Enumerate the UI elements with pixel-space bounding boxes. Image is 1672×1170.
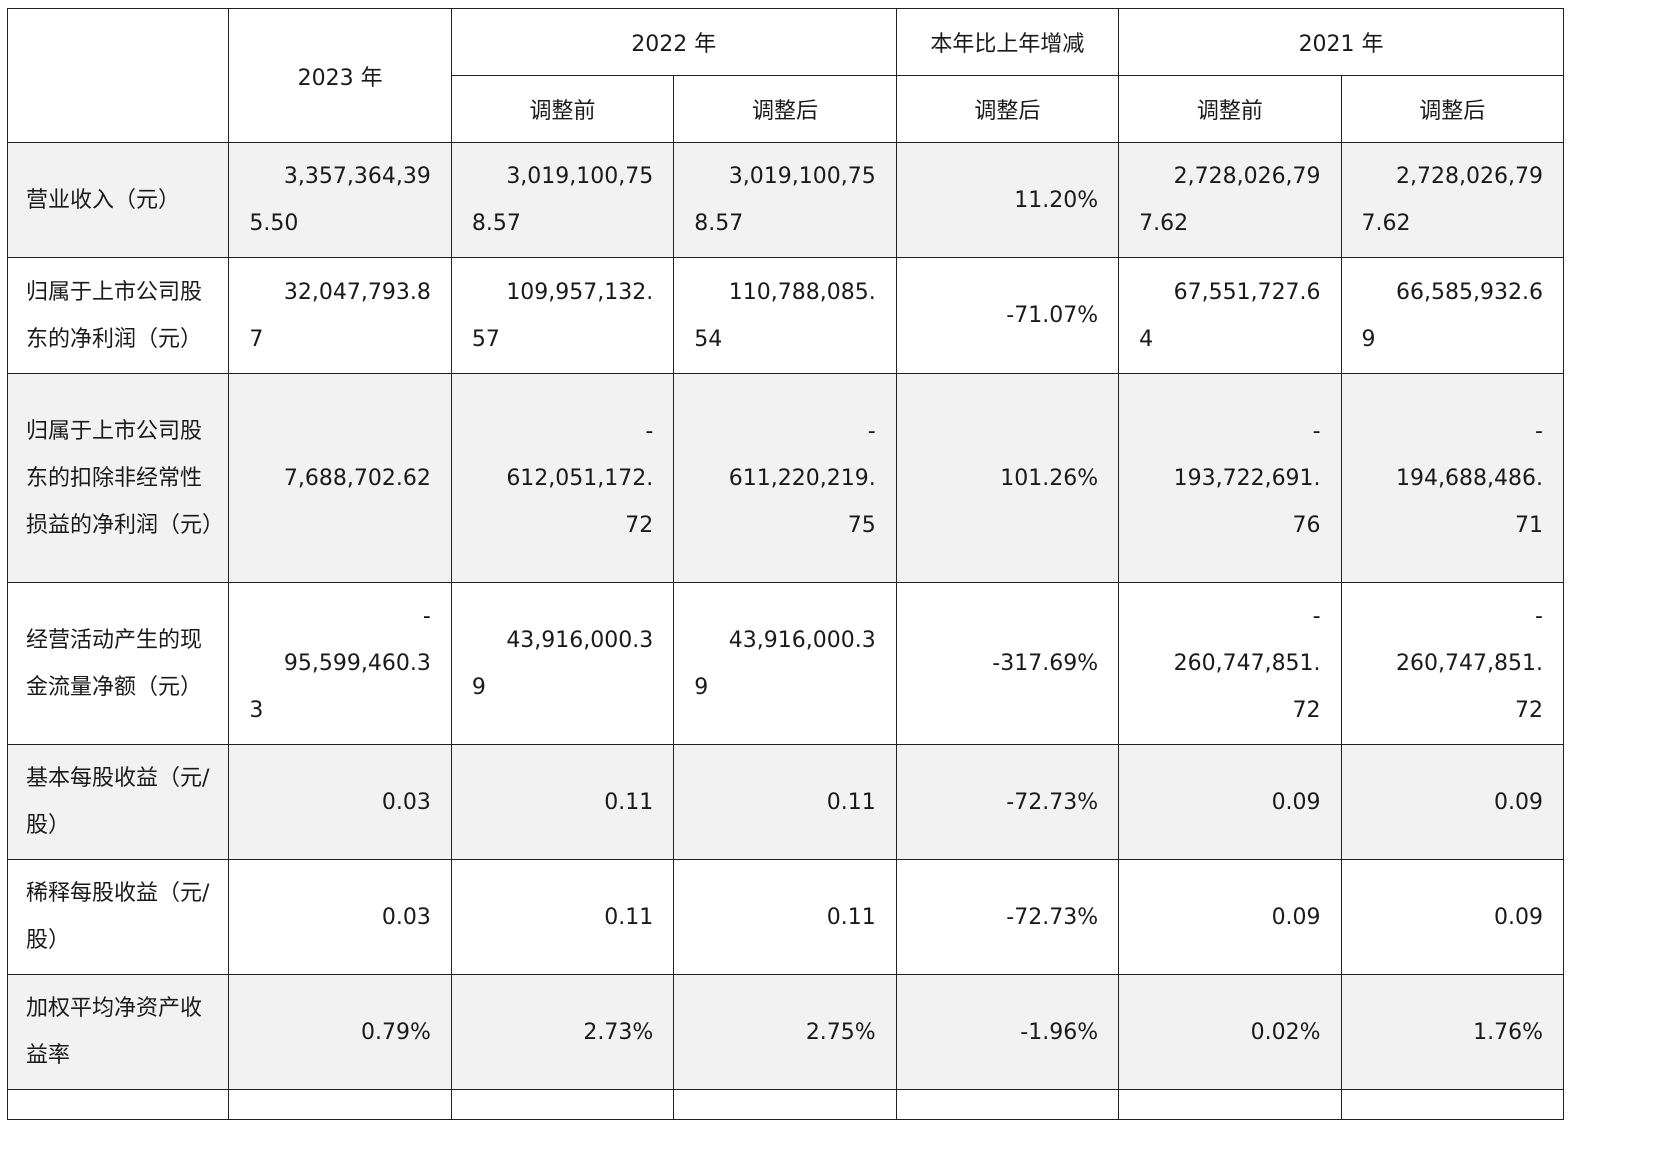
cell-2021-after: -194,688,486. 71 (1340, 373, 1565, 583)
table-row-net-profit-excl-nonrecurring: 归属于上市公司股东的扣除非经常性损益的净利润（元） 7,688,702.62 -… (6, 373, 1565, 583)
cell-2021-after: 66,585,932.6 9 (1340, 257, 1565, 374)
header-row-adjust: 调整前 调整后 调整后 调整前 调整后 (8, 75, 1565, 143)
cell-2021-before: 0.09 (1118, 744, 1342, 860)
empty-cell (673, 1089, 897, 1120)
cell-2022-after: 43,916,000.3 9 (673, 582, 897, 745)
table-body: 营业收入（元） 3,357,364,39 5.50 3,019,100,75 8.5… (6, 142, 1565, 1120)
cell-2021-after: -260,747,851. 72 (1340, 582, 1565, 745)
empty-cell (450, 1089, 675, 1120)
table-row-weighted-roe: 加权平均净资产收益率 0.79% 2.73% 2.75% -1.96% 0.02… (6, 974, 1565, 1090)
empty-cell (228, 1089, 452, 1120)
header-2022-after: 调整后 (673, 75, 897, 143)
header-2021-before: 调整前 (1118, 75, 1342, 143)
cell-2022-before: 3,019,100,75 8.57 (450, 142, 675, 258)
table-row-diluted-eps: 稀释每股收益（元/股） 0.03 0.11 0.11 -72.73% 0.09 … (6, 859, 1565, 975)
table-row-net-profit: 归属于上市公司股东的净利润（元） 32,047,793.8 7 109,957,1… (6, 257, 1565, 374)
cell-2022-before: 2.73% (450, 974, 675, 1090)
empty-cell (895, 1089, 1120, 1120)
cell-2023: 3,357,364,39 5.50 (228, 142, 452, 258)
row-label: 营业收入（元） (6, 142, 230, 258)
cell-2022-after: 2.75% (673, 974, 897, 1090)
cell-2023: 0.03 (228, 744, 452, 860)
cell-yoy: 11.20% (895, 142, 1120, 258)
cell-2021-after: 1.76% (1340, 974, 1565, 1090)
header-row-years: 2023 年 2022 年 本年比上年增减 2021 年 (6, 8, 1564, 143)
cell-2023: -95,599,460.3 3 (228, 582, 452, 745)
cell-yoy: -1.96% (895, 974, 1120, 1090)
cell-yoy: -71.07% (895, 257, 1120, 374)
cell-2023: 7,688,702.62 (228, 373, 452, 583)
cell-yoy: -72.73% (895, 744, 1120, 860)
cell-2021-after: 2,728,026,79 7.62 (1340, 142, 1565, 258)
cell-2021-before: 2,728,026,79 7.62 (1118, 142, 1342, 258)
cell-2023: 32,047,793.8 7 (228, 257, 452, 374)
header-2021: 2021 年 (1118, 8, 1564, 76)
row-label: 加权平均净资产收益率 (6, 974, 230, 1090)
cell-2022-after: 0.11 (673, 859, 897, 975)
cell-2022-after: -611,220,219. 75 (673, 373, 897, 583)
cell-2021-before: 67,551,727.6 4 (1118, 257, 1342, 374)
cell-2021-after: 0.09 (1340, 744, 1565, 860)
row-label: 经营活动产生的现金流量净额（元） (6, 582, 230, 745)
cell-2022-before: 0.11 (450, 859, 675, 975)
cell-yoy: -317.69% (895, 582, 1120, 745)
cell-2021-before: 0.02% (1118, 974, 1342, 1090)
row-label: 归属于上市公司股东的净利润（元） (6, 257, 230, 374)
row-label: 稀释每股收益（元/股） (6, 859, 230, 975)
cell-2022-before: 0.11 (450, 744, 675, 860)
cell-2022-before: 43,916,000.3 9 (450, 582, 675, 745)
header-yoy: 本年比上年增减 (895, 8, 1120, 76)
header-blank-cell (6, 8, 230, 143)
table-row-basic-eps: 基本每股收益（元/股） 0.03 0.11 0.11 -72.73% 0.09 … (6, 744, 1565, 860)
cell-2021-before: -193,722,691. 76 (1118, 373, 1342, 583)
cell-2022-after: 0.11 (673, 744, 897, 860)
empty-cell (1118, 1089, 1342, 1120)
row-label: 归属于上市公司股东的扣除非经常性损益的净利润（元） (6, 373, 230, 583)
financial-summary-table: 2023 年 2022 年 本年比上年增减 2021 年 调整前 调整后 调整后… (6, 8, 1565, 1120)
table-header: 2023 年 2022 年 本年比上年增减 2021 年 调整前 调整后 调整后… (6, 8, 1565, 143)
cell-2021-before: -260,747,851. 72 (1118, 582, 1342, 745)
header-2021-after: 调整后 (1340, 75, 1565, 143)
cell-yoy: -72.73% (895, 859, 1120, 975)
header-yoy-after: 调整后 (895, 75, 1120, 143)
table-row-truncated (6, 1089, 1565, 1120)
row-label: 基本每股收益（元/股） (6, 744, 230, 860)
empty-cell (6, 1089, 230, 1120)
cell-2021-before: 0.09 (1118, 859, 1342, 975)
cell-yoy: 101.26% (895, 373, 1120, 583)
cell-2022-before: 109,957,132. 57 (450, 257, 675, 374)
cell-2021-after: 0.09 (1340, 859, 1565, 975)
table-row-revenue: 营业收入（元） 3,357,364,39 5.50 3,019,100,75 8.5… (6, 142, 1565, 258)
table-row-operating-cash-flow: 经营活动产生的现金流量净额（元） -95,599,460.3 3 43,916,0… (6, 582, 1565, 745)
header-2022-before: 调整前 (450, 75, 675, 143)
empty-cell (1340, 1089, 1565, 1120)
cell-2023: 0.79% (228, 974, 452, 1090)
cell-2022-after: 110,788,085. 54 (673, 257, 897, 374)
header-2023: 2023 年 (228, 8, 452, 143)
header-2022: 2022 年 (450, 8, 897, 76)
cell-2022-after: 3,019,100,75 8.57 (673, 142, 897, 258)
cell-2023: 0.03 (228, 859, 452, 975)
cell-2022-before: -612,051,172. 72 (450, 373, 675, 583)
